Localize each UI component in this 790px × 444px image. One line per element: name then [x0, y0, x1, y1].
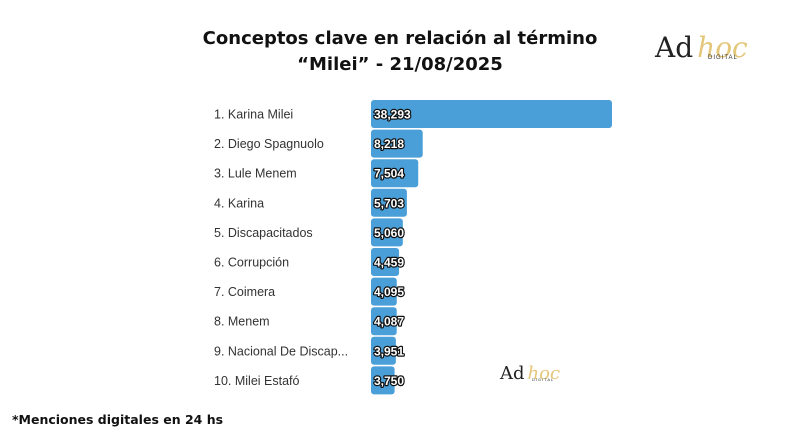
- logo-text-digital: DIGITAL: [708, 55, 738, 61]
- bar: [371, 366, 395, 395]
- category-label: 6. Corrupción: [214, 256, 289, 270]
- category-label: 8. Menem: [214, 315, 270, 329]
- logo-text-hoc: hoc: [697, 31, 748, 64]
- footnote: *Menciones digitales en 24 hs: [12, 412, 224, 427]
- chart-title-line-1: Conceptos clave en relación al término: [202, 28, 598, 49]
- value-label: 4,095: [374, 285, 404, 299]
- watermark-text-hoc: hoc: [527, 363, 561, 384]
- value-label: 5,060: [374, 226, 404, 240]
- value-label: 4,459: [374, 256, 404, 270]
- bar: [371, 129, 423, 158]
- value-label: 3,951: [374, 344, 404, 358]
- category-label: 4. Karina: [214, 196, 264, 210]
- bar: [371, 277, 397, 306]
- category-label: 7. Coimera: [214, 285, 275, 299]
- watermark-text-digital: DIGITAL: [532, 377, 555, 382]
- bar: [371, 248, 400, 276]
- bar: [371, 336, 396, 365]
- value-label: 4,087: [374, 315, 404, 329]
- adhoc-watermark-logo: Ad hoc DIGITAL: [500, 358, 570, 384]
- category-label: 3. Lule Menem: [214, 167, 297, 181]
- chart-title-line-2: “Milei” - 21/08/2025: [297, 54, 503, 75]
- bar: [371, 159, 419, 188]
- value-label: 3,750: [374, 374, 404, 388]
- category-label: 9. Nacional De Discap...: [214, 344, 348, 358]
- adhoc-logo: Ad hoc DIGITAL: [655, 24, 765, 64]
- bar: [371, 100, 612, 128]
- category-label: 5. Discapacitados: [214, 226, 313, 240]
- watermark-text-ad: Ad: [500, 363, 525, 384]
- value-label: 38,293: [374, 108, 411, 122]
- logo-text-ad: Ad: [655, 31, 694, 64]
- bar: [371, 218, 403, 247]
- value-label: 8,218: [374, 137, 404, 151]
- value-label: 5,703: [374, 196, 404, 210]
- category-label: 10. Milei Estafó: [214, 374, 300, 388]
- category-label: 1. Karina Milei: [214, 108, 293, 122]
- value-label: 7,504: [374, 167, 404, 181]
- bar: [371, 188, 407, 217]
- category-label: 2. Diego Spagnuolo: [214, 137, 324, 151]
- bar: [371, 307, 397, 336]
